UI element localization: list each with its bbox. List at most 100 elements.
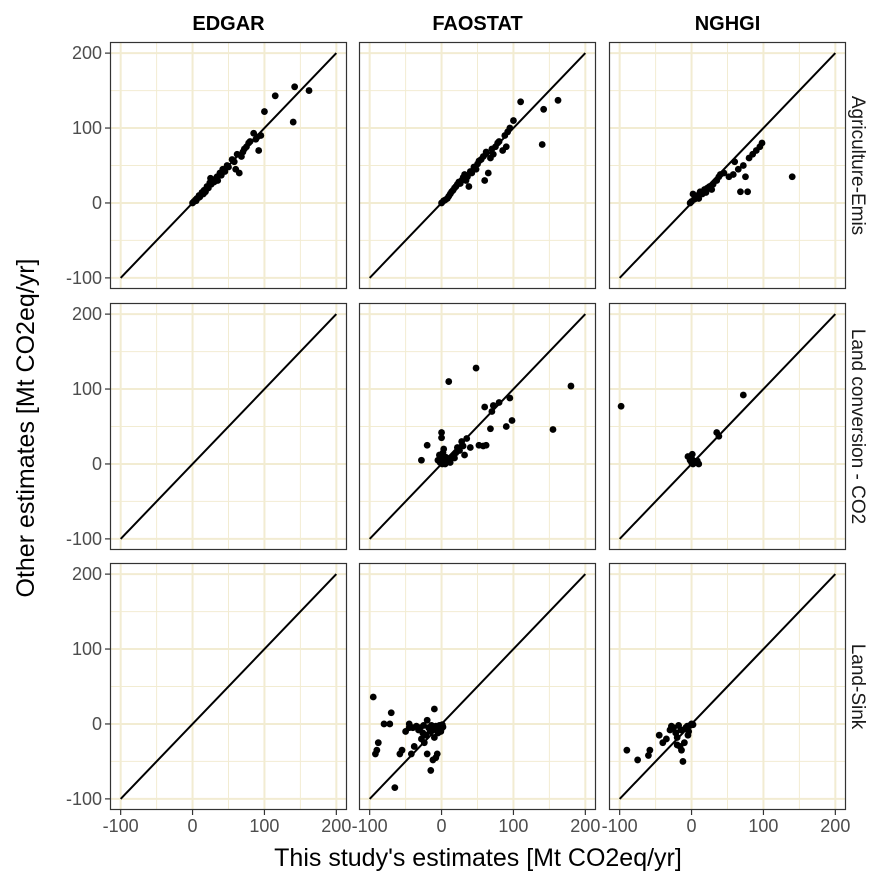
panel-1-1: [358, 302, 597, 551]
panel-points: [623, 720, 697, 765]
data-point: [398, 746, 406, 754]
identity-line: [618, 573, 837, 800]
column-strip-title: EDGAR: [192, 13, 265, 35]
data-point: [695, 460, 703, 468]
data-point: [708, 186, 716, 193]
data-point: [758, 139, 766, 147]
panel-border: [608, 302, 847, 551]
data-point: [472, 165, 480, 173]
row-strip-title: Land conversion - CO2: [847, 329, 868, 524]
panel-grid: [359, 303, 596, 550]
data-point: [439, 723, 447, 731]
panel-1-0: [109, 302, 348, 551]
panel-2-0: [109, 562, 348, 811]
data-point: [487, 425, 494, 433]
data-point: [423, 750, 431, 758]
data-point: [502, 143, 510, 151]
data-point: [391, 784, 399, 792]
panel-border: [358, 562, 597, 811]
x-tick-label: -100: [352, 816, 388, 836]
data-point: [289, 118, 297, 126]
data-point: [634, 756, 642, 764]
panels-layer: [109, 41, 847, 811]
data-point: [246, 138, 254, 145]
x-axis-title: This study's estimates [Mt CO2eq/yr]: [274, 844, 682, 872]
data-point: [495, 138, 503, 145]
data-point: [679, 758, 687, 765]
y-tick-label: 0: [92, 193, 102, 213]
data-point: [734, 165, 742, 173]
identity-line: [618, 313, 837, 540]
data-point: [567, 382, 575, 390]
data-point: [731, 158, 739, 166]
identity-line: [618, 52, 837, 279]
x-tick-label: 100: [748, 816, 778, 836]
panel-grid: [110, 42, 347, 289]
y-tick-label: 200: [72, 43, 102, 63]
data-point: [420, 739, 428, 747]
data-point: [715, 432, 723, 440]
data-point: [407, 750, 415, 758]
data-point: [720, 169, 728, 177]
data-point: [374, 739, 382, 747]
data-point: [489, 402, 497, 409]
panel-border: [358, 41, 597, 290]
data-point: [554, 96, 562, 104]
data-point: [466, 444, 474, 451]
data-point: [739, 162, 747, 169]
data-point: [655, 731, 663, 739]
data-point: [380, 720, 388, 728]
y-axis-title: Other estimates [Mt CO2eq/yr]: [12, 259, 40, 598]
y-tick-label: -100: [66, 529, 102, 549]
identity-line: [368, 313, 587, 540]
panel-grid: [359, 563, 596, 810]
data-point: [423, 716, 431, 724]
data-point: [538, 141, 546, 148]
data-point: [291, 83, 299, 91]
data-point: [465, 183, 473, 190]
data-point: [678, 746, 685, 754]
y-tick-label: 100: [72, 639, 102, 659]
data-point: [235, 169, 243, 177]
y-tick-label: 0: [92, 454, 102, 474]
data-point: [418, 456, 425, 464]
data-point: [729, 171, 737, 178]
panel-points: [189, 83, 313, 207]
y-tick-label: 100: [72, 379, 102, 399]
data-point: [225, 163, 232, 171]
x-tick-label: 200: [820, 816, 850, 836]
data-point: [214, 177, 222, 184]
data-point: [489, 150, 497, 158]
panel-1-2: [608, 302, 847, 551]
data-point: [617, 402, 625, 410]
x-tick-label: 100: [249, 816, 279, 836]
data-point: [472, 364, 480, 372]
data-point: [257, 132, 265, 139]
panel-border: [608, 41, 847, 290]
data-point: [410, 743, 418, 750]
y-tick-label: 100: [72, 118, 102, 138]
data-point: [255, 147, 263, 154]
y-tick-label: 200: [72, 304, 102, 324]
panel-grid: [110, 303, 347, 550]
data-point: [623, 746, 631, 754]
data-point: [744, 188, 752, 196]
data-point: [463, 435, 471, 442]
data-point: [506, 394, 514, 402]
column-strip-title: FAOSTAT: [432, 13, 522, 35]
data-point: [673, 741, 681, 749]
data-point: [446, 459, 454, 466]
data-point: [261, 108, 268, 115]
data-point: [451, 454, 458, 462]
identity-line: [368, 573, 587, 800]
data-point: [502, 423, 510, 430]
data-point: [540, 105, 548, 113]
data-point: [488, 408, 496, 415]
data-point: [684, 731, 692, 739]
data-point: [423, 441, 431, 449]
data-point: [432, 754, 440, 762]
data-point: [445, 378, 453, 385]
data-point: [517, 98, 525, 106]
panel-border: [608, 562, 847, 811]
panel-grid: [609, 303, 846, 550]
